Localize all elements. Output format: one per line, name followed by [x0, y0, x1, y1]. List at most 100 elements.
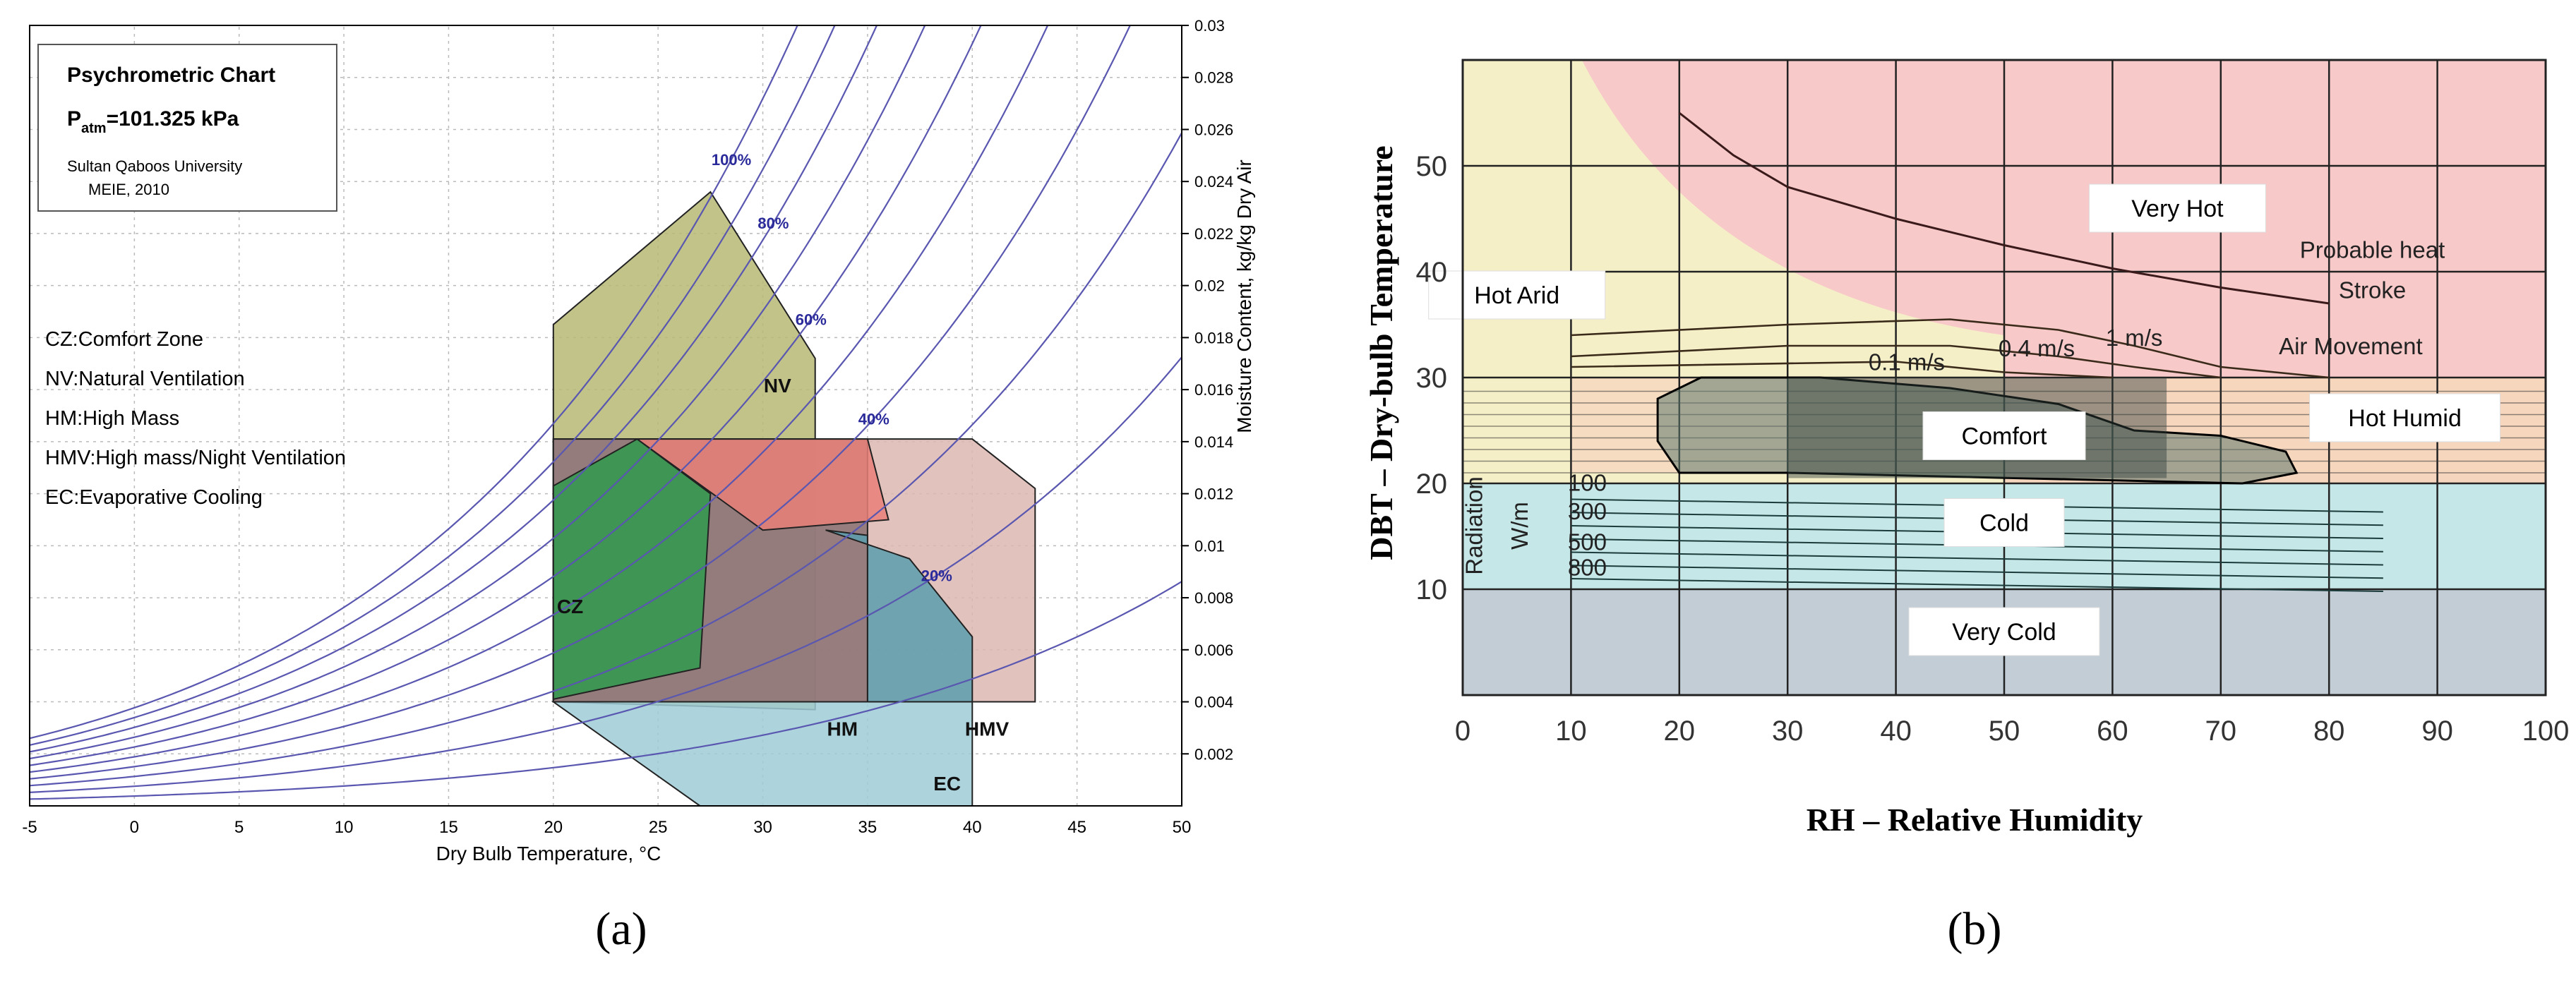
hatch-line-cold	[1571, 565, 2383, 579]
y-tick-label-a: 0.03	[1194, 17, 1225, 35]
annotation: Probable heat	[2300, 237, 2445, 263]
x-tick-label-a: 35	[858, 818, 877, 837]
x-tick-label-b: 40	[1880, 716, 1912, 747]
x-tick-label-b: 10	[1555, 716, 1587, 747]
region-label-very-cold: Very Cold	[1952, 619, 2056, 646]
rh-curve-70	[30, 25, 926, 760]
rh-curve-20	[30, 356, 1182, 793]
rh-label: 20%	[921, 567, 952, 585]
x-tick-label-b: 30	[1772, 716, 1804, 747]
air-movement-curve	[1571, 361, 2113, 379]
chart-title: Psychrometric Chart	[67, 64, 275, 87]
annotation: W/m	[1506, 502, 1533, 550]
region-label-very-hot-box	[2088, 183, 2266, 233]
y-tick-label-a: 0.012	[1194, 486, 1233, 503]
y-tick-label-a: 0.024	[1194, 173, 1233, 191]
panel-a-rh-curves	[30, 25, 1182, 800]
patm-value: =101.325 kPa	[107, 107, 239, 131]
region-label-hot-arid-box	[1428, 270, 1606, 320]
rh-label: 60%	[796, 310, 827, 328]
air-movement-curve	[1571, 344, 2221, 379]
rh-label: 40%	[858, 411, 889, 428]
y-tick-label-a: 0.014	[1194, 433, 1233, 451]
institution-text: Sultan Qaboos University	[67, 157, 242, 175]
x-tick-label-a: 50	[1173, 818, 1192, 837]
y-tick-label-a: 0.016	[1194, 381, 1233, 399]
legend-entry: NV:Natural Ventilation	[45, 368, 245, 390]
zone-label-hm: HM	[827, 718, 858, 740]
hatch-line-cold	[1571, 551, 2383, 566]
x-tick-label-b: 50	[1989, 716, 2020, 747]
panel-label-b: (b)	[1948, 903, 2002, 955]
y-tick-label-b: 10	[1416, 574, 1448, 605]
y-tick-label-a: 0.026	[1194, 121, 1233, 138]
x-tick-label-b: 70	[2205, 716, 2237, 747]
x-tick-label-b: 60	[2097, 716, 2128, 747]
x-axis-label-a: Dry Bulb Temperature, °C	[436, 843, 661, 864]
y-tick-label-a: 0.02	[1194, 277, 1225, 295]
x-tick-label-a: 15	[439, 818, 458, 837]
x-tick-label-a: 5	[234, 818, 244, 837]
rh-curve-60	[30, 25, 982, 766]
x-tick-label-a: 30	[753, 818, 772, 837]
y-tick-label-a: 0.008	[1194, 589, 1233, 607]
rh-label: 80%	[757, 215, 789, 232]
region-label-cold-box	[1943, 498, 2065, 547]
y-tick-label-b: 50	[1416, 151, 1448, 182]
plot-border-b	[1461, 59, 2547, 696]
annotation: 1 m/s	[2106, 325, 2163, 351]
patm-symbol: P	[67, 107, 81, 131]
panel-a-axes: -5 0 5 10 15 20 25 30 35 40 45 50 0.002 0.004 0.006 0.0…	[22, 17, 1233, 837]
y-tick-label-a: 0.01	[1194, 537, 1225, 555]
panel-b-axes: 0 10 20 30 40 50 60 70 80 90 100 10 20 30 40 50	[1416, 59, 2570, 747]
plot-border-a	[29, 25, 1182, 807]
annotation: 0.4 m/s	[1999, 335, 2075, 361]
region-label-very-hot: Very Hot	[2131, 195, 2224, 222]
annotation: 0.1 m/s	[1869, 349, 1945, 375]
annotation: 100	[1568, 470, 1607, 496]
x-tick-label-b: 80	[2313, 716, 2345, 747]
panel-b-labels: Very Hot Hot Arid Hot Humid Comfort Cold Very…	[1428, 183, 2501, 656]
rh-label: 100%	[712, 151, 751, 169]
x-tick-label-a: -5	[22, 818, 37, 837]
y-tick-label-b: 40	[1416, 257, 1448, 288]
x-tick-label-b: 100	[2522, 716, 2570, 747]
y-tick-label-a: 0.006	[1194, 641, 1233, 659]
y-axis-label-b: DBT – Dry-bulb Temperature	[1363, 145, 1399, 560]
panel-a-psychrometric-chart: -5 0 5 10 15 20 25 30 35 40 45 50 0.002 0.004 0.006 0.0…	[22, 17, 1255, 864]
title-box-frame	[37, 44, 337, 212]
patm-subscript: atm	[81, 121, 107, 136]
air-movement-curve	[1571, 318, 2330, 379]
rh-curve-50	[30, 25, 1049, 773]
annotation: 300	[1568, 498, 1607, 524]
y-tick-label-a: 0.018	[1194, 329, 1233, 346]
rh-curve-30	[30, 132, 1182, 787]
region-label-comfort-box	[1922, 411, 2086, 460]
annotation: 800	[1568, 555, 1607, 581]
rh-curve-40	[30, 25, 1132, 780]
x-tick-label-b: 90	[2421, 716, 2453, 747]
rh-curve-80	[30, 25, 878, 753]
annotation: 500	[1568, 529, 1607, 555]
department-text: MEIE, 2010	[88, 181, 169, 198]
legend-entry: EC:Evaporative Cooling	[45, 486, 263, 509]
zone-label-cz: CZ	[557, 596, 583, 617]
patm-label: Patm=101.325 kPa	[67, 107, 239, 136]
x-tick-label-a: 45	[1067, 818, 1086, 837]
region-label-comfort: Comfort	[1962, 423, 2047, 450]
y-tick-label-a: 0.004	[1194, 694, 1233, 711]
x-tick-label-b: 20	[1664, 716, 1696, 747]
legend-entry: HMV:High mass/Night Ventilation	[45, 447, 346, 469]
heat-stroke-curve	[1678, 111, 2330, 305]
x-tick-label-a: 25	[649, 818, 668, 837]
title-box: Psychrometric Chart Patm=101.325 kPa Sul…	[37, 44, 337, 212]
y-axis-label-a: Moisture Content, kg/kg Dry Air	[1233, 159, 1255, 433]
y-tick-label-a: 0.002	[1194, 745, 1233, 763]
legend-entry: CZ:Comfort Zone	[45, 328, 203, 351]
zone-label-nv: NV	[764, 375, 791, 397]
annotation: Radiation	[1461, 476, 1487, 574]
region-label-very-cold-box	[1908, 607, 2100, 656]
x-tick-label-a: 40	[963, 818, 982, 837]
hatch-line-cold	[1571, 578, 2383, 592]
y-tick-label-b: 30	[1416, 363, 1448, 394]
